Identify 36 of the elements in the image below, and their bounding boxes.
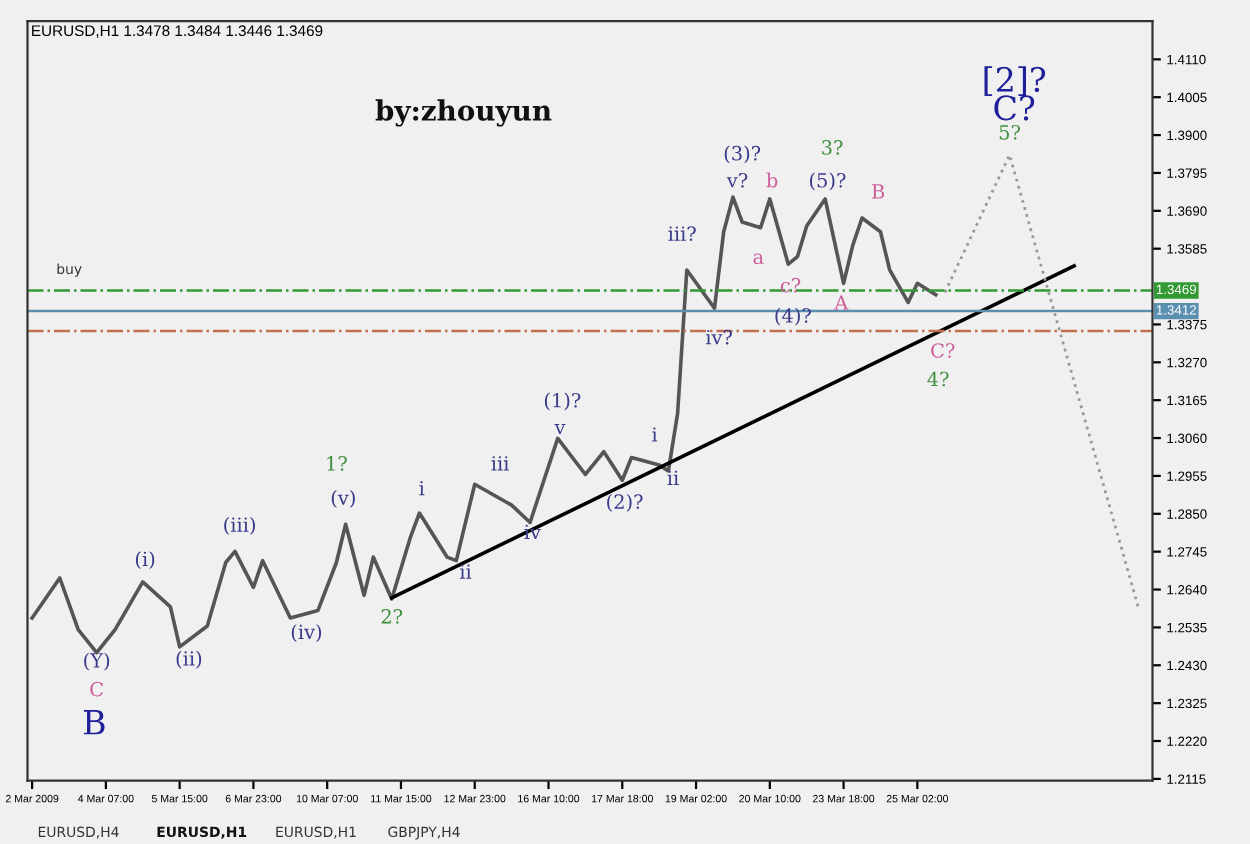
- annotation: c?: [780, 277, 801, 293]
- annotation: B: [872, 184, 885, 199]
- annotation: C?: [994, 95, 1035, 121]
- annotation: (iii): [224, 517, 255, 535]
- annotation: (v): [331, 489, 355, 508]
- annotation: [2]?: [984, 66, 1046, 97]
- annotation: iv?: [705, 329, 732, 345]
- annotation: (ii): [176, 650, 202, 669]
- annotation: by:zhouyun: [375, 99, 552, 127]
- annotation: B: [83, 710, 105, 735]
- annotation: C?: [931, 343, 955, 358]
- annotation: (2)?: [607, 493, 643, 512]
- annotation: iii: [491, 456, 509, 471]
- annotation: a: [753, 253, 764, 265]
- annotation: A: [834, 295, 849, 310]
- annotation: 1?: [327, 456, 347, 471]
- annotation: ii: [667, 470, 679, 485]
- annotation: (1)?: [544, 392, 581, 411]
- annotation: (5)?: [810, 172, 846, 191]
- annotation: C: [90, 681, 103, 697]
- annotation: b: [766, 172, 778, 188]
- annotation: 2?: [381, 608, 403, 624]
- annotation: (3)?: [724, 145, 761, 164]
- annotation: i: [419, 481, 425, 496]
- annotation: 4?: [927, 371, 949, 387]
- annotation: (4)?: [775, 307, 811, 326]
- annotation: (iv): [291, 624, 322, 642]
- annotation: v: [554, 423, 566, 435]
- annotation: ii: [459, 564, 472, 579]
- annotation: 5?: [999, 124, 1021, 140]
- annotation: (Y): [84, 652, 110, 671]
- annotation: 3?: [822, 140, 843, 155]
- annotation: v?: [726, 172, 748, 188]
- annotation: (i): [135, 551, 155, 570]
- annotation: i: [652, 427, 658, 442]
- annotation: iii?: [668, 226, 696, 241]
